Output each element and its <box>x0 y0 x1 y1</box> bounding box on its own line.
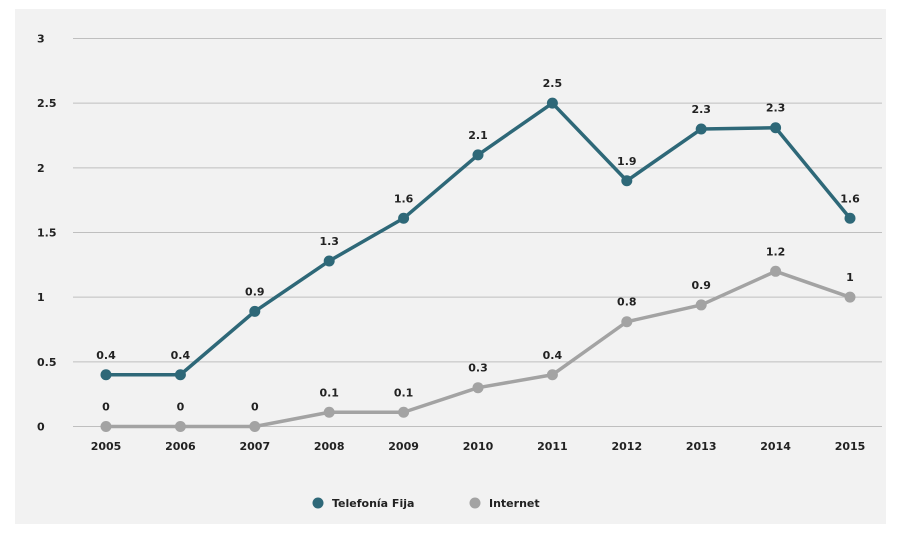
y-tick-label: 0 <box>37 421 45 434</box>
x-tick-label: 2012 <box>611 440 642 453</box>
x-tick-label: 2005 <box>91 440 122 453</box>
data-point <box>546 97 558 109</box>
legend-label: Telefonía Fija <box>332 497 414 510</box>
legend-item: Internet <box>469 497 540 510</box>
data-point <box>323 406 335 418</box>
data-label: 0.4 <box>171 349 191 362</box>
y-axis-ticks: 0 0.5 1 1.5 2 2.5 3 <box>37 33 57 434</box>
data-point <box>174 369 186 381</box>
data-point <box>472 149 484 161</box>
data-point <box>323 255 335 267</box>
data-point <box>100 369 112 381</box>
data-label: 1.6 <box>394 192 414 205</box>
y-tick-label: 1 <box>37 291 45 304</box>
data-label: 0 <box>102 401 110 414</box>
data-label: 0.4 <box>543 349 563 362</box>
data-label: 1.6 <box>840 192 860 205</box>
data-label: 1.2 <box>766 245 786 258</box>
x-tick-label: 2013 <box>686 440 717 453</box>
data-label: 2.3 <box>766 102 786 115</box>
data-point <box>844 212 856 224</box>
legend: Telefonía Fija Internet <box>312 497 540 510</box>
data-point <box>249 421 261 432</box>
x-tick-label: 2011 <box>537 440 568 453</box>
data-label: 1.9 <box>617 155 637 168</box>
y-tick-label: 0.5 <box>37 356 57 369</box>
y-tick-label: 2.5 <box>37 97 57 110</box>
x-tick-label: 2010 <box>463 440 494 453</box>
data-point <box>472 382 484 394</box>
data-label: 2.3 <box>691 103 711 116</box>
x-tick-label: 2007 <box>239 440 270 453</box>
series-line <box>104 101 852 377</box>
legend-item: Telefonía Fija <box>312 497 414 510</box>
chart-frame <box>15 9 886 524</box>
x-tick-label: 2009 <box>388 440 419 453</box>
legend-label: Internet <box>489 497 540 510</box>
data-label: 0.1 <box>319 386 339 399</box>
data-point <box>844 291 856 303</box>
data-point <box>770 265 782 277</box>
data-label: 0.1 <box>394 386 414 399</box>
data-point <box>695 299 707 311</box>
data-label: 2.5 <box>543 77 563 90</box>
x-axis-ticks: 2005 2006 2007 2008 2009 2010 2011 2012 2013 2014… <box>91 440 866 453</box>
data-label: 1.3 <box>319 235 339 248</box>
x-tick-label: 2015 <box>835 440 866 453</box>
series-telefonia-fija: 0.4 0.4 0.9 1.3 1.6 2.1 2.5 1.9 2.3 2.3 1.6 <box>96 77 860 381</box>
data-label: 0.4 <box>96 349 116 362</box>
data-point <box>621 175 633 187</box>
data-point <box>249 305 261 317</box>
y-tick-label: 1.5 <box>37 227 57 240</box>
series-internet: 0 0 0 0.1 0.1 0.3 0.4 0.8 0.9 1.2 1 <box>100 245 856 432</box>
series-line <box>104 269 852 429</box>
data-point <box>770 122 782 134</box>
data-label: 0.3 <box>468 362 488 375</box>
x-tick-label: 2014 <box>760 440 791 453</box>
data-point <box>621 316 633 328</box>
data-label: 1 <box>846 271 854 284</box>
y-tick-label: 3 <box>37 33 45 46</box>
data-point <box>100 421 112 432</box>
data-label: 0 <box>177 401 185 414</box>
data-point <box>695 123 707 135</box>
legend-marker <box>312 497 324 509</box>
data-label: 0.8 <box>617 296 637 309</box>
data-label: 0.9 <box>245 285 265 298</box>
data-point <box>174 421 186 432</box>
x-tick-label: 2008 <box>314 440 345 453</box>
x-tick-label: 2006 <box>165 440 196 453</box>
data-label: 0.9 <box>691 279 711 292</box>
data-point <box>546 369 558 381</box>
legend-marker <box>469 497 481 509</box>
data-label: 2.1 <box>468 129 488 142</box>
series-group: 0.4 0.40.91.31.62.12.51.92.3 2.31.60 0 00.1 0… <box>96 77 860 432</box>
data-point <box>398 406 410 418</box>
data-point <box>398 212 410 224</box>
y-tick-label: 2 <box>37 162 45 175</box>
data-label: 0 <box>251 401 259 414</box>
